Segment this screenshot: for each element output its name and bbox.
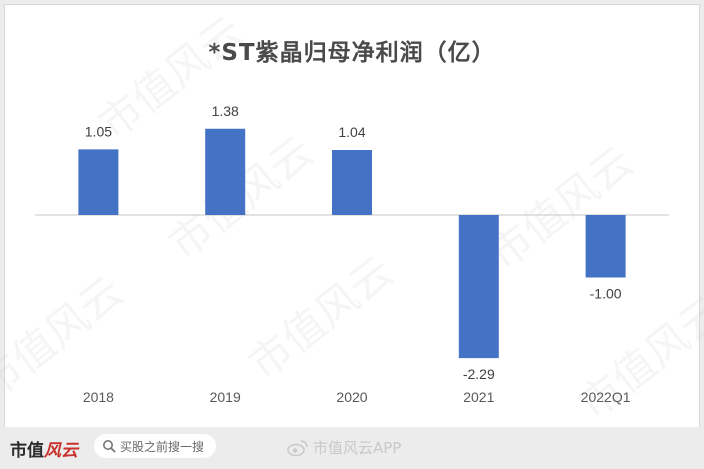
data-label-2022Q1: -1.00 — [590, 286, 622, 302]
data-label-2018: 1.05 — [85, 123, 112, 139]
bar-2019 — [205, 128, 246, 215]
bar-2021 — [458, 215, 499, 359]
brand-right: 风云 — [44, 441, 78, 461]
x-tick-2018: 2018 — [83, 389, 114, 405]
footer-bar: 市值风云 买股之前搜一搜 市值风云APP — [0, 427, 704, 469]
chart-card: 市值风云 市值风云 市值风云 市值风云 市值风云 市值风云 *ST紫晶归母净利润… — [0, 4, 704, 429]
data-label-2021: -2.29 — [463, 366, 495, 382]
bar-2022Q1 — [585, 215, 626, 278]
bar-2020 — [332, 150, 372, 215]
bar-chart: 1.05 2018 1.38 2019 1.04 2020 -2.29 2021 -1.00 20… — [35, 103, 669, 405]
bar-2018 — [78, 149, 119, 215]
x-tick-2021: 2021 — [463, 389, 494, 405]
weibo-text: 市值风云APP — [313, 439, 402, 457]
data-label-2020: 1.04 — [338, 124, 365, 140]
brand-left: 市值 — [10, 441, 44, 461]
weibo-credit: 市值风云APP — [287, 437, 401, 458]
search-placeholder: 买股之前搜一搜 — [120, 439, 205, 454]
chart-title: *ST紫晶归母净利润（亿） — [208, 40, 496, 66]
x-tick-2022Q1: 2022Q1 — [581, 389, 631, 405]
weibo-icon — [287, 439, 309, 457]
x-tick-2020: 2020 — [336, 389, 367, 405]
data-label-2019: 1.38 — [212, 103, 239, 119]
search-icon — [98, 434, 120, 458]
search-box[interactable]: 买股之前搜一搜 — [94, 434, 216, 458]
brand-logo: 市值风云 — [10, 436, 78, 461]
x-tick-2019: 2019 — [210, 389, 241, 405]
